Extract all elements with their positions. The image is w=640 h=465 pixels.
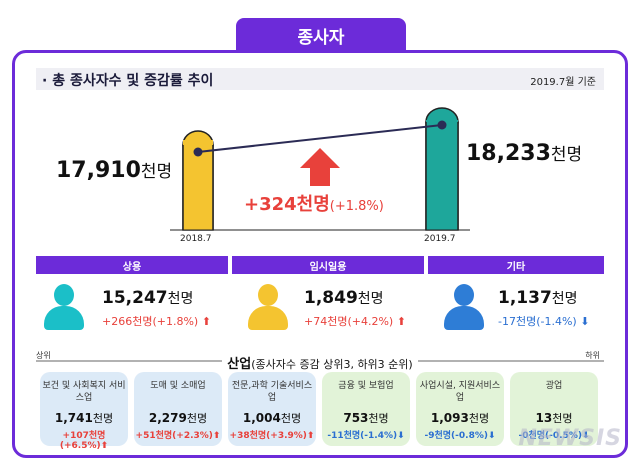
watermark: NEWSIS	[518, 426, 622, 451]
category-change-other: -17천명(-1.4%) ⬇	[498, 315, 590, 328]
content-frame	[12, 50, 628, 458]
category-change-regular: +266천명(+1.8%) ⬆	[102, 315, 211, 328]
year-label-2019: 2019.7	[424, 234, 456, 244]
industry-card-name: 도매 및 소매업	[150, 381, 206, 391]
bottom-rank-label: 하위	[585, 351, 600, 360]
top-rank-label: 상위	[36, 351, 51, 360]
down-arrow-icon: ⬇	[397, 431, 405, 441]
category-change-temporary: +74천명(+4.2%) ⬆	[304, 315, 406, 328]
industry-card-name: 전문,과학 기술서비스업	[231, 381, 313, 403]
person-icon-regular	[44, 284, 84, 330]
up-arrow-icon: ⬆	[396, 315, 406, 328]
page-title: 종사자	[297, 27, 345, 48]
industry-card-value: 13천명	[535, 411, 573, 425]
category-bar-other: 기타	[428, 256, 604, 274]
industry-title: 산업(종사자수 증감 상위3, 하위3 순위)	[227, 357, 413, 372]
trend-dot-2019	[437, 120, 447, 130]
industry-card-value: 2,279천명	[148, 411, 208, 425]
person-icon-temporary	[248, 284, 288, 330]
section-title: · 총 종사자수 및 증감률 추이	[42, 73, 214, 89]
up-arrow-icon: ⬆	[212, 431, 221, 441]
up-arrow-icon: ⬆	[100, 441, 109, 451]
industry-card-change: +51천명(+2.3%)⬆	[135, 431, 221, 441]
industry-card: 보건 및 사회복지 서비스업 1,741천명 +107천명(+6.5%)⬆	[40, 372, 128, 451]
trend-left-value: 17,910천명	[56, 158, 173, 183]
page-title-tab: 종사자	[236, 18, 406, 52]
category-value-regular: 15,247천명	[102, 288, 194, 308]
industry-card: 금융 및 보험업 753천명 -11천명(-1.4%)⬇	[322, 372, 410, 446]
industry-card: 전문,과학 기술서비스업 1,004천명 +38천명(+3.9%)⬆	[228, 372, 316, 446]
trend-delta: +324천명(+1.8%)	[244, 194, 384, 215]
industry-card-change: +107천명(+6.5%)⬆	[59, 431, 109, 451]
category-bar-regular: 상용	[36, 256, 228, 274]
industry-card-value: 1,004천명	[242, 411, 302, 425]
industry-card-change: -0천명(-0.5%)⬇	[518, 431, 590, 441]
industry-card: 사업시설, 지원서비스업 1,093천명 -9천명(-0.8%)⬇	[416, 372, 504, 446]
industry-card-name: 금융 및 보험업	[338, 381, 394, 391]
up-arrow-icon: ⬆	[306, 431, 315, 441]
industry-card-change: -9천명(-0.8%)⬇	[424, 431, 496, 441]
section-header-bar	[36, 68, 604, 90]
basis-date: 2019.7월 기준	[530, 77, 596, 88]
up-arrow-icon: ⬆	[201, 315, 211, 328]
trend-line	[197, 124, 443, 153]
industry-card-value: 1,093천명	[430, 411, 490, 425]
industry-card-value: 1,741천명	[54, 411, 114, 425]
up-arrow-icon	[300, 148, 340, 186]
industry-card-value: 753천명	[343, 411, 389, 425]
category-bar-temporary: 임시일용	[232, 256, 424, 274]
industry-card-name: 광업	[545, 381, 563, 391]
industry-card: 광업 13천명 -0천명(-0.5%)⬇	[510, 372, 598, 446]
industry-card: 도매 및 소매업 2,279천명 +51천명(+2.3%)⬆	[134, 372, 222, 446]
trend-right-value: 18,233천명	[466, 141, 583, 166]
trend-dot-2018	[193, 147, 203, 157]
person-icon-other	[444, 284, 484, 330]
year-label-2018: 2018.7	[180, 234, 212, 244]
category-value-other: 1,137천명	[498, 288, 578, 308]
industry-card-name: 보건 및 사회복지 서비스업	[42, 381, 126, 403]
industry-card-change: +38천명(+3.9%)⬆	[229, 431, 315, 441]
industry-card-change: -11천명(-1.4%)⬇	[327, 431, 405, 441]
down-arrow-icon: ⬇	[580, 315, 590, 328]
down-arrow-icon: ⬇	[487, 431, 496, 441]
down-arrow-icon: ⬇	[581, 431, 590, 441]
industry-card-name: 사업시설, 지원서비스업	[419, 381, 501, 403]
category-value-temporary: 1,849천명	[304, 288, 384, 308]
